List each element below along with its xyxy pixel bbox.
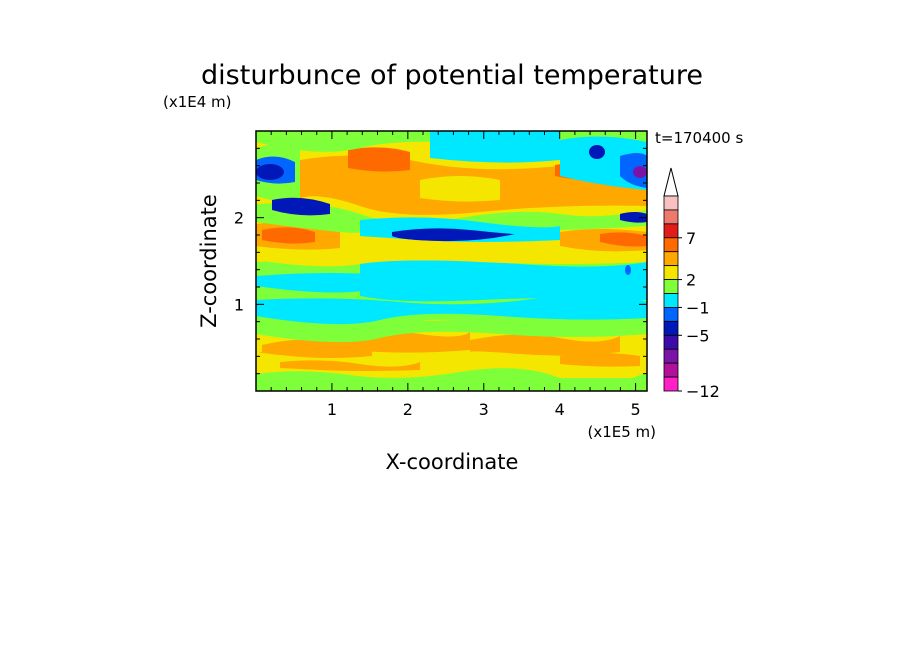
vortex-darkblue-1 <box>256 164 284 180</box>
x-ticks: 1 2 3 4 5 <box>270 131 641 419</box>
y-axis-title: Z-coordinate <box>197 194 221 328</box>
vortex-purple <box>633 166 647 178</box>
colorbar-level <box>663 195 679 211</box>
band-cyan-2 <box>256 293 647 325</box>
x-tick-label: 2 <box>403 400 413 419</box>
x-tick-label: 5 <box>631 400 641 419</box>
colorbar-level <box>663 362 679 378</box>
colorbar-level <box>663 279 679 294</box>
colorbar-label: −1 <box>686 298 710 317</box>
y-tick-label: 2 <box>234 209 244 228</box>
time-label: t=170400 s <box>655 129 743 147</box>
chart-title: disturbunce of potential temperature <box>201 60 703 91</box>
x-tick-label: 1 <box>327 400 337 419</box>
colorbar-level <box>663 251 679 267</box>
x-unit-label: (x1E5 m) <box>587 423 656 441</box>
region-cyan-top <box>430 131 560 163</box>
patch-yellow-top <box>420 176 500 202</box>
colorbar-level <box>663 223 679 239</box>
x-axis-title: X-coordinate <box>386 450 519 474</box>
colorbar-label: 2 <box>686 271 696 290</box>
x-tick-label: 3 <box>479 400 489 419</box>
colorbar-level <box>663 237 679 253</box>
y-unit-label: (x1E4 m) <box>163 93 232 111</box>
contour-field <box>256 131 647 391</box>
small-blue-spot <box>625 265 631 275</box>
colorbar-level <box>663 307 679 322</box>
colorbar-level <box>663 293 679 308</box>
y-ticks: 12 <box>234 147 647 375</box>
band-cyan-3 <box>360 260 647 302</box>
colorbar-level <box>663 348 679 364</box>
colorbar-label: −5 <box>686 326 710 345</box>
colorbar-label: 7 <box>686 229 696 248</box>
patch-orange-3 <box>470 334 620 356</box>
colorbar-level <box>663 320 679 336</box>
colorbar-level <box>663 334 679 350</box>
patch-orange-5 <box>560 353 640 367</box>
plot-frame <box>255 130 648 392</box>
patch-darkorange-right <box>600 232 647 247</box>
band-green-upper <box>256 203 647 233</box>
band-bottom-green-2 <box>256 368 647 385</box>
lens-darkblue <box>392 228 515 242</box>
colorbar-extend-arrow <box>663 167 679 197</box>
patch-darkorange-top <box>348 147 410 172</box>
vortex-darkblue-2 <box>272 197 330 216</box>
colorbar-level <box>663 209 679 225</box>
vortex-darkblue-4 <box>620 212 647 223</box>
vortex-darkblue-3 <box>589 145 605 159</box>
patch-darkorange-left <box>262 227 315 244</box>
colorbar-label: −12 <box>686 382 720 401</box>
colorbar-level <box>663 265 679 280</box>
y-tick-label: 1 <box>234 295 244 314</box>
x-tick-label: 4 <box>555 400 565 419</box>
colorbar-level <box>663 376 679 392</box>
patch-orange-4 <box>280 360 420 371</box>
colorbar: 7 2 −1 −5 −12 <box>663 167 720 401</box>
